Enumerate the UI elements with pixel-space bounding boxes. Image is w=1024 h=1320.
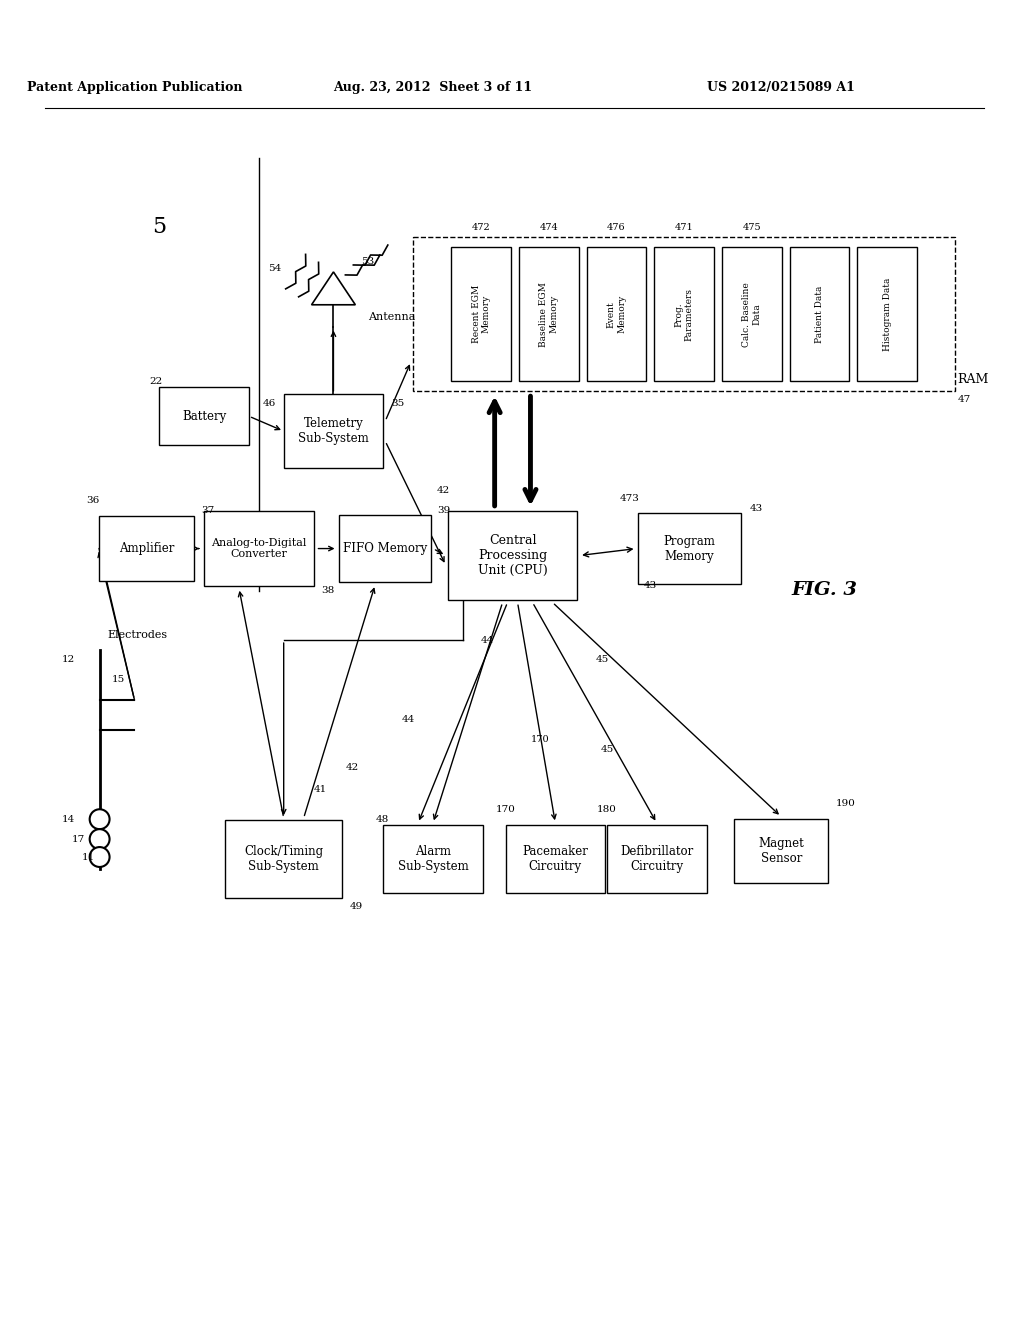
Bar: [160, 387, 249, 445]
Text: 476: 476: [607, 223, 626, 232]
Text: 170: 170: [531, 735, 550, 744]
Text: RAM: RAM: [957, 374, 989, 385]
Bar: [607, 825, 707, 892]
Text: Calc. Baseline
Data: Calc. Baseline Data: [742, 282, 762, 347]
Text: 12: 12: [61, 656, 75, 664]
Text: 54: 54: [268, 264, 282, 273]
Text: 46: 46: [262, 399, 275, 408]
Text: 43: 43: [643, 581, 656, 590]
Text: 5: 5: [153, 216, 166, 238]
Text: 22: 22: [150, 378, 163, 385]
Text: Program
Memory: Program Memory: [664, 535, 716, 562]
Bar: [587, 247, 646, 381]
Text: 53: 53: [361, 257, 375, 267]
Text: 17: 17: [72, 834, 85, 843]
Text: 48: 48: [375, 814, 388, 824]
Text: 474: 474: [540, 223, 558, 232]
Text: 190: 190: [836, 799, 856, 808]
Text: 35: 35: [391, 399, 404, 408]
Circle shape: [90, 829, 110, 849]
Bar: [447, 511, 578, 601]
Text: Patient Data: Patient Data: [815, 285, 824, 343]
Text: Histogram Data: Histogram Data: [883, 277, 892, 351]
Text: Prog.
Parameters: Prog. Parameters: [675, 288, 694, 341]
Text: 180: 180: [597, 805, 617, 813]
Text: Recent EGM
Memory: Recent EGM Memory: [471, 285, 490, 343]
Bar: [654, 247, 714, 381]
Text: 44: 44: [401, 715, 415, 725]
Text: Electrodes: Electrodes: [108, 630, 168, 640]
Text: 41: 41: [313, 785, 327, 793]
Text: Patent Application Publication: Patent Application Publication: [27, 82, 243, 94]
Bar: [204, 511, 313, 586]
Text: Alarm
Sub-System: Alarm Sub-System: [397, 845, 468, 873]
Text: 44: 44: [481, 636, 495, 644]
Bar: [225, 820, 342, 898]
Text: 471: 471: [675, 223, 693, 232]
Text: 45: 45: [600, 744, 613, 754]
Text: FIG. 3: FIG. 3: [792, 581, 857, 599]
Text: Amplifier: Amplifier: [119, 543, 174, 554]
Bar: [790, 247, 849, 381]
Text: 15: 15: [112, 676, 125, 684]
Text: Analog-to-Digital
Converter: Analog-to-Digital Converter: [211, 537, 306, 560]
Text: 475: 475: [742, 223, 761, 232]
Circle shape: [90, 847, 110, 867]
Text: 37: 37: [201, 507, 214, 515]
Bar: [383, 825, 482, 892]
Text: Battery: Battery: [182, 409, 226, 422]
Text: 47: 47: [957, 395, 971, 404]
Text: 39: 39: [437, 507, 451, 515]
Text: 42: 42: [437, 486, 451, 495]
Circle shape: [90, 809, 110, 829]
Bar: [857, 247, 918, 381]
Text: Event
Memory: Event Memory: [607, 296, 627, 334]
Text: 42: 42: [345, 763, 358, 772]
Text: 14: 14: [61, 814, 75, 824]
Text: 45: 45: [596, 656, 608, 664]
Bar: [519, 247, 579, 381]
Text: Central
Processing
Unit (CPU): Central Processing Unit (CPU): [477, 535, 548, 577]
Text: 38: 38: [322, 586, 335, 595]
Text: Clock/Timing
Sub-System: Clock/Timing Sub-System: [244, 845, 324, 873]
Text: 11: 11: [81, 853, 94, 862]
Bar: [722, 247, 781, 381]
Bar: [99, 516, 194, 581]
Bar: [734, 818, 828, 883]
Text: Baseline EGM
Memory: Baseline EGM Memory: [540, 281, 558, 347]
Text: 36: 36: [87, 496, 100, 506]
Bar: [339, 515, 431, 582]
Bar: [638, 512, 741, 585]
Text: 49: 49: [349, 903, 362, 911]
Bar: [284, 393, 383, 469]
Text: 473: 473: [620, 494, 640, 503]
Text: Telemetry
Sub-System: Telemetry Sub-System: [298, 417, 369, 445]
Text: US 2012/0215089 A1: US 2012/0215089 A1: [708, 82, 855, 94]
Text: Defibrillator
Circuitry: Defibrillator Circuitry: [621, 845, 693, 873]
Bar: [452, 247, 511, 381]
Text: Antenna: Antenna: [369, 312, 416, 322]
Text: Aug. 23, 2012  Sheet 3 of 11: Aug. 23, 2012 Sheet 3 of 11: [334, 82, 532, 94]
Bar: [413, 238, 955, 391]
Text: 43: 43: [750, 504, 763, 513]
Text: Magnet
Sensor: Magnet Sensor: [759, 837, 804, 865]
Text: 472: 472: [472, 223, 490, 232]
Text: Pacemaker
Circuitry: Pacemaker Circuitry: [522, 845, 588, 873]
Bar: [506, 825, 605, 892]
Text: 170: 170: [496, 805, 515, 813]
Text: FIFO Memory: FIFO Memory: [343, 543, 427, 554]
